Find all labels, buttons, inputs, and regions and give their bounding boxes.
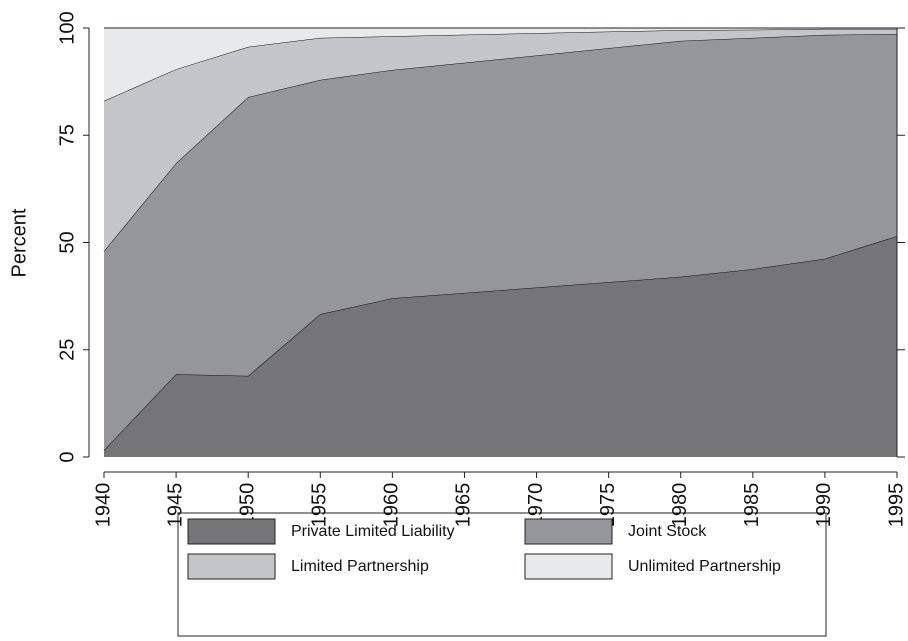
x-tick-label: 1955 xyxy=(309,483,331,528)
y-tick-label: 25 xyxy=(56,339,78,361)
legend-swatch xyxy=(524,518,613,545)
x-tick-label: 1940 xyxy=(92,483,114,528)
legend-label: Private Limited Liability xyxy=(291,523,455,540)
x-tick-label: 1980 xyxy=(669,483,691,528)
area xyxy=(104,236,897,457)
area xyxy=(104,34,897,451)
y-tick-label: 75 xyxy=(56,124,78,146)
area xyxy=(104,28,897,101)
y-tick-label: 0 xyxy=(56,451,78,462)
legend-label: Joint Stock xyxy=(628,523,707,540)
x-tick-label: 1965 xyxy=(453,483,475,528)
legend-swatch xyxy=(187,553,276,580)
legend-swatch xyxy=(524,553,613,580)
x-tick-label: 1975 xyxy=(597,483,619,528)
legend-box xyxy=(177,512,827,637)
plot-area xyxy=(103,27,898,457)
x-tick-label: 1990 xyxy=(813,483,835,528)
y-axis-title: Percent xyxy=(8,208,30,277)
x-tick-label: 1945 xyxy=(164,483,186,528)
y-tick-label: 50 xyxy=(56,231,78,253)
x-tick-label: 1950 xyxy=(236,483,258,528)
legend-label: Limited Partnership xyxy=(291,558,429,575)
x-tick-label: 1995 xyxy=(885,483,907,528)
legend-swatch xyxy=(187,518,276,545)
x-tick-label: 1960 xyxy=(381,483,403,528)
x-tick-label: 1970 xyxy=(525,483,547,528)
x-tick-label: 1985 xyxy=(741,483,763,528)
y-tick-label: 100 xyxy=(56,11,78,44)
legend-label: Unlimited Partnership xyxy=(628,558,781,575)
legend: Private Limited Liability Joint Stock Limi… xyxy=(187,518,781,580)
